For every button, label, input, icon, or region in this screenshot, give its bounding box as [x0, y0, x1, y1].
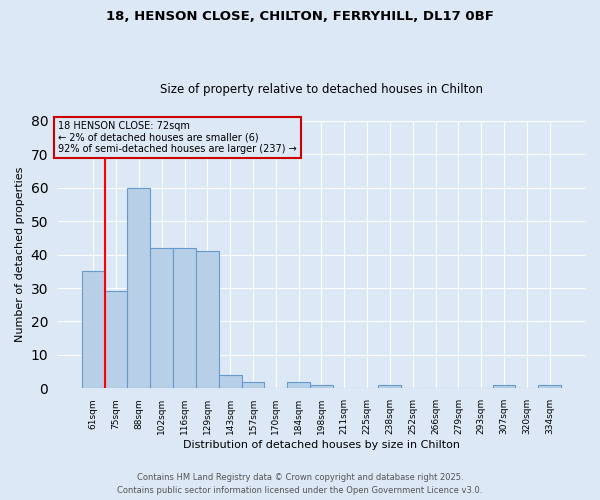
Y-axis label: Number of detached properties: Number of detached properties [15, 167, 25, 342]
Bar [242, 382, 265, 388]
Bar [538, 385, 561, 388]
Bar [219, 375, 242, 388]
Bar [310, 385, 333, 388]
Bar [151, 248, 173, 388]
Bar [82, 272, 104, 388]
Title: Size of property relative to detached houses in Chilton: Size of property relative to detached ho… [160, 83, 483, 96]
X-axis label: Distribution of detached houses by size in Chilton: Distribution of detached houses by size … [183, 440, 460, 450]
Text: Contains HM Land Registry data © Crown copyright and database right 2025.
Contai: Contains HM Land Registry data © Crown c… [118, 474, 482, 495]
Bar [127, 188, 151, 388]
Text: 18 HENSON CLOSE: 72sqm
← 2% of detached houses are smaller (6)
92% of semi-detac: 18 HENSON CLOSE: 72sqm ← 2% of detached … [58, 121, 296, 154]
Bar [173, 248, 196, 388]
Bar [196, 251, 219, 388]
Bar [379, 385, 401, 388]
Bar [104, 292, 127, 388]
Text: 18, HENSON CLOSE, CHILTON, FERRYHILL, DL17 0BF: 18, HENSON CLOSE, CHILTON, FERRYHILL, DL… [106, 10, 494, 23]
Bar [493, 385, 515, 388]
Bar [287, 382, 310, 388]
